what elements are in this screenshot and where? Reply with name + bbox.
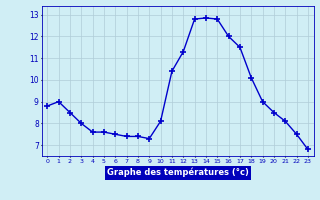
X-axis label: Graphe des températures (°c): Graphe des températures (°c) <box>107 168 249 177</box>
